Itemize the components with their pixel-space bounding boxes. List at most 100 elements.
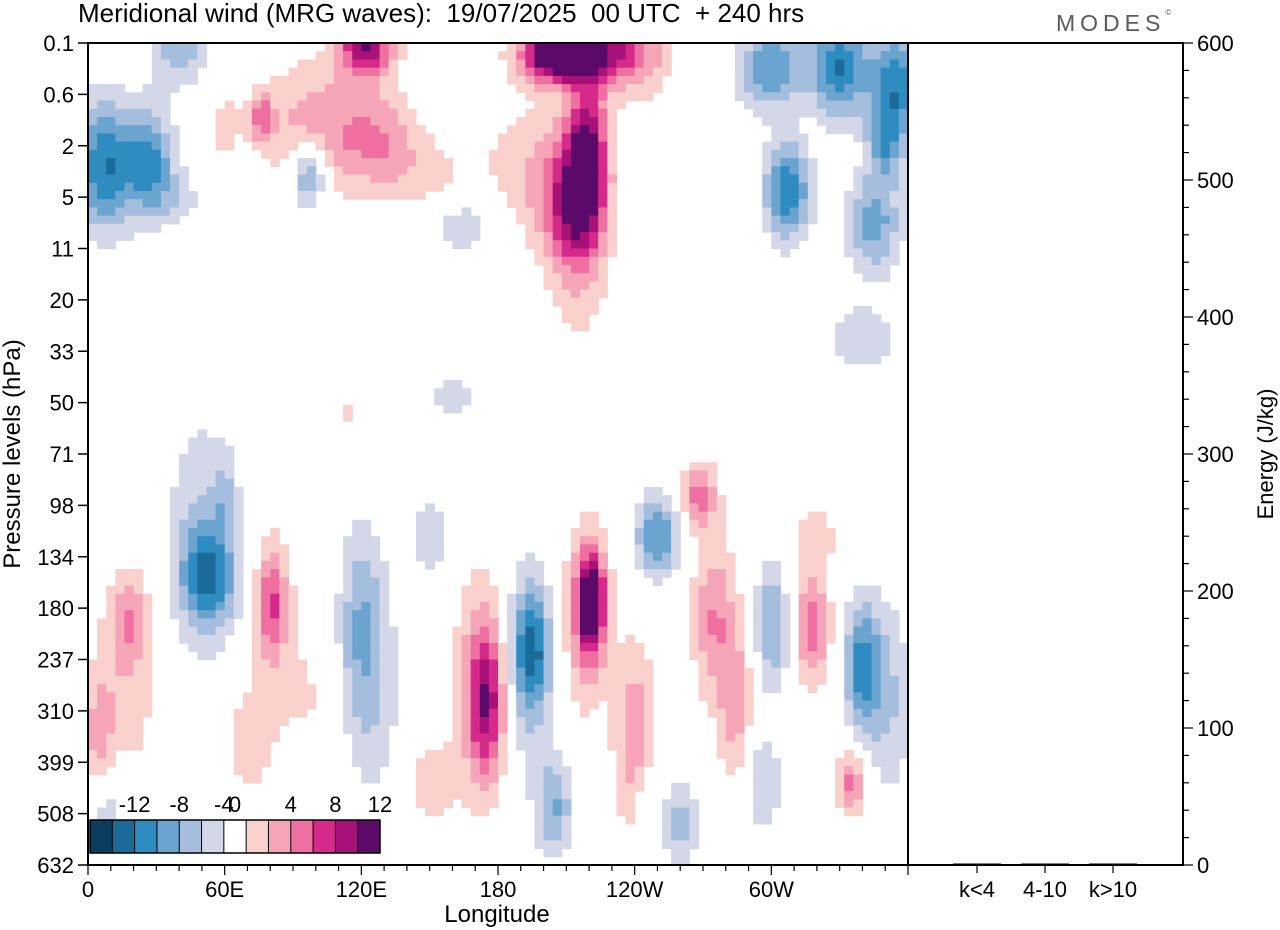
heatmap-cell xyxy=(580,125,590,135)
heatmap-cell xyxy=(179,59,189,69)
heatmap-cell xyxy=(580,158,590,167)
heatmap-cell xyxy=(898,684,908,693)
heatmap-cell xyxy=(534,256,545,266)
heatmap-cell xyxy=(525,717,536,726)
heatmap-cell xyxy=(252,116,262,126)
heatmap-cell xyxy=(762,215,772,225)
heatmap-cell xyxy=(570,577,581,587)
heatmap-cell xyxy=(306,92,317,102)
heatmap-cell xyxy=(607,585,618,595)
heatmap-cell xyxy=(470,692,481,702)
heatmap-cell xyxy=(662,807,672,817)
heatmap-cell xyxy=(461,675,472,685)
heatmap-cell xyxy=(334,51,344,61)
heatmap-cell xyxy=(370,125,381,135)
heatmap-cell xyxy=(416,758,426,767)
heatmap-cell xyxy=(625,59,636,69)
heatmap-cell xyxy=(707,626,718,636)
heatmap-cell xyxy=(734,708,745,718)
heatmap-cell xyxy=(406,190,417,200)
heatmap-cell xyxy=(898,733,908,743)
heatmap-cell xyxy=(552,840,563,850)
heatmap-cell xyxy=(115,700,126,710)
heatmap-cell xyxy=(607,108,618,118)
heatmap-cell xyxy=(889,626,900,636)
heatmap-cell xyxy=(598,675,608,685)
heatmap-cell xyxy=(233,536,244,546)
heatmap-cell xyxy=(197,519,208,529)
heatmap-cell xyxy=(224,125,235,135)
heatmap-cell xyxy=(561,569,572,578)
heatmap-cell xyxy=(397,108,408,118)
heatmap-cell xyxy=(170,149,180,159)
heatmap-cell xyxy=(871,141,882,151)
heatmap-cell xyxy=(807,75,818,85)
heatmap-cell xyxy=(270,684,280,693)
heatmap-cell xyxy=(106,133,116,143)
heatmap-cell xyxy=(142,601,153,611)
heatmap-cell xyxy=(762,59,772,69)
heatmap-cell xyxy=(607,601,618,611)
heatmap-cell xyxy=(570,527,581,537)
heatmap-cell xyxy=(561,116,572,126)
heatmap-cell xyxy=(142,610,153,619)
heatmap-cell xyxy=(252,610,262,619)
heatmap-cell xyxy=(479,733,490,743)
heatmap-cell xyxy=(224,141,235,151)
heatmap-cell xyxy=(406,166,417,176)
heatmap-cell xyxy=(889,223,900,233)
heatmap-cell xyxy=(115,232,126,241)
heatmap-cell xyxy=(570,289,581,299)
heatmap-cell xyxy=(543,133,554,143)
heatmap-cell xyxy=(370,158,381,167)
heatmap-cell xyxy=(315,125,326,135)
x-tick-label: 60W xyxy=(749,877,794,902)
heatmap-cell xyxy=(516,634,526,644)
heatmap-cell xyxy=(871,322,882,332)
heatmap-cell xyxy=(106,807,116,817)
heatmap-cell xyxy=(224,519,235,529)
heatmap-cell xyxy=(853,43,864,52)
heatmap-cell xyxy=(188,634,198,644)
heatmap-cell xyxy=(352,519,362,529)
heatmap-cell xyxy=(133,675,144,685)
heatmap-cell xyxy=(352,585,362,595)
heatmap-cell xyxy=(598,59,608,69)
heatmap-cell xyxy=(662,67,672,77)
heatmap-cell xyxy=(188,43,198,52)
heatmap-cell xyxy=(871,108,882,118)
heatmap-cell xyxy=(479,700,490,710)
heatmap-cell xyxy=(561,782,572,792)
heatmap-cell xyxy=(507,618,517,628)
heatmap-cell xyxy=(853,355,864,365)
heatmap-cell xyxy=(698,486,709,496)
heatmap-cell xyxy=(297,174,308,184)
heatmap-cell xyxy=(215,495,226,504)
heatmap-cell xyxy=(352,182,362,192)
heatmap-cell xyxy=(370,92,381,102)
heatmap-cell xyxy=(233,560,244,570)
heatmap-cell xyxy=(625,651,636,661)
heatmap-cell xyxy=(124,125,135,135)
heatmap-cell xyxy=(352,692,362,702)
heatmap-cell xyxy=(242,100,253,110)
heatmap-cell xyxy=(252,725,262,735)
heatmap-cell xyxy=(589,264,599,274)
heatmap-cell xyxy=(461,799,472,809)
heatmap-cell xyxy=(543,166,554,176)
heatmap-cell xyxy=(652,544,663,554)
heatmap-cell xyxy=(698,618,709,628)
heatmap-cell xyxy=(334,133,344,143)
heatmap-cell xyxy=(780,141,791,151)
heatmap-cell xyxy=(106,240,116,250)
heatmap-cell xyxy=(452,717,463,726)
heatmap-cell xyxy=(534,667,545,677)
heatmap-cell xyxy=(151,67,162,77)
heatmap-cell xyxy=(816,536,827,546)
heatmap-cell xyxy=(552,289,563,299)
heatmap-cell xyxy=(343,92,353,102)
heatmap-cell xyxy=(498,749,508,759)
heatmap-cell xyxy=(589,116,599,126)
heatmap-cell xyxy=(643,725,654,735)
heatmap-cell xyxy=(498,758,508,767)
